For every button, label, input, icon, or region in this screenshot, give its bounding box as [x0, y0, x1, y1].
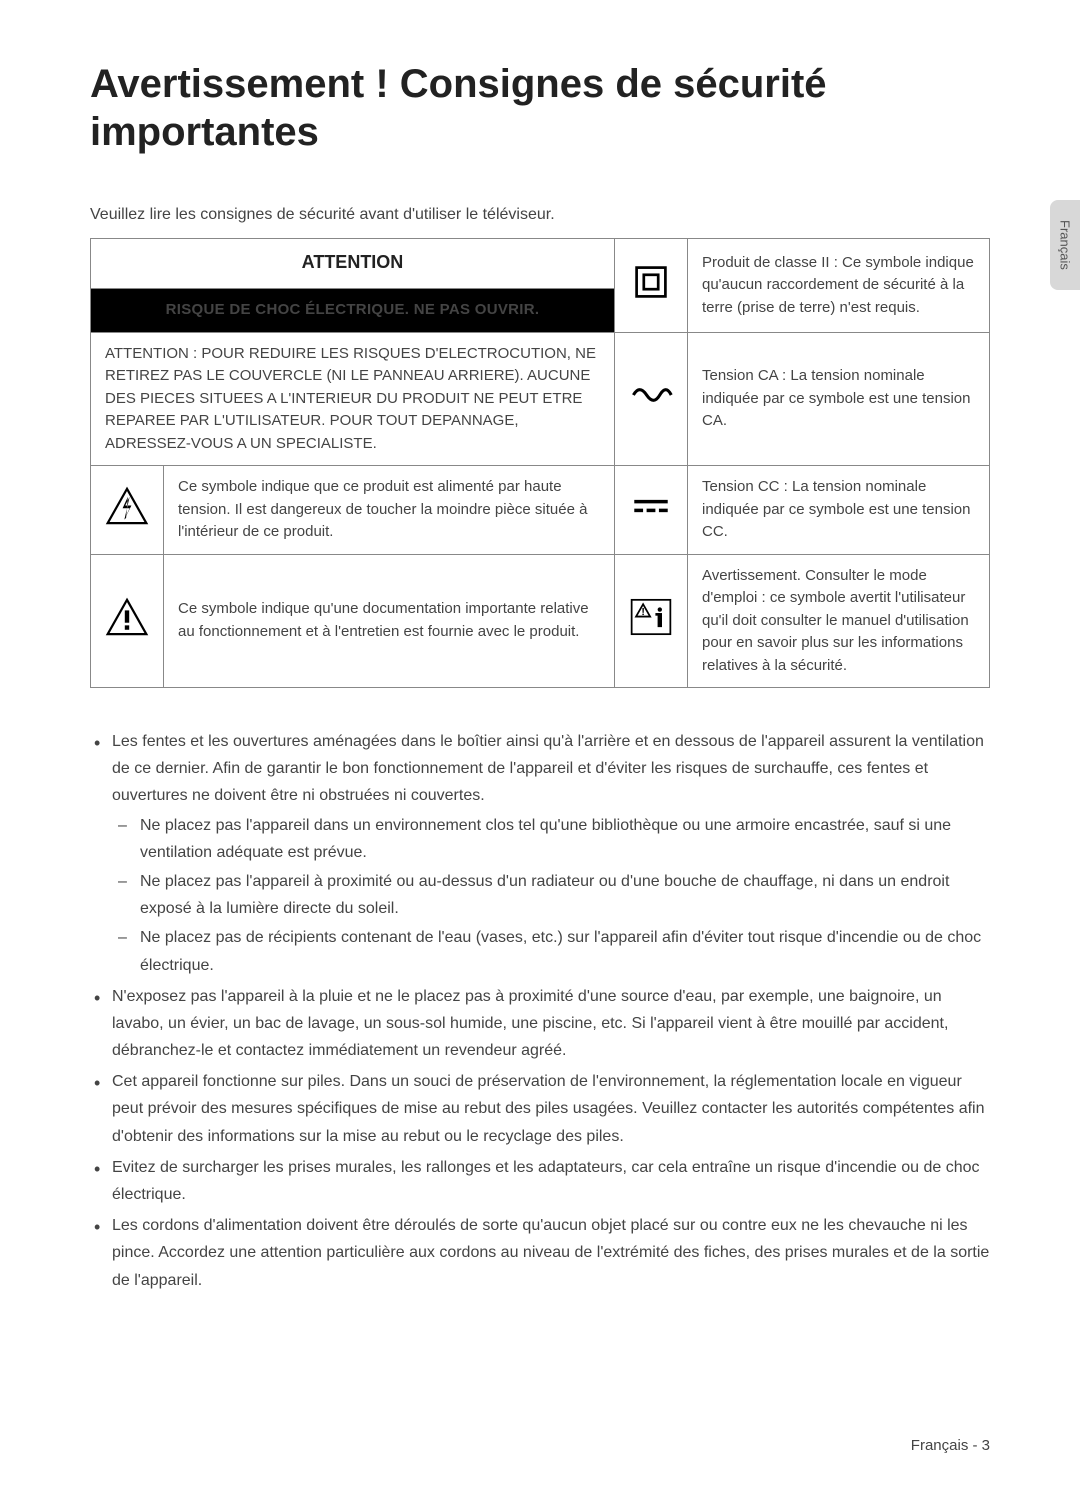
bullet-1-sub-1: Ne placez pas l'appareil dans un environ… [140, 812, 990, 866]
safety-bullet-list: Les fentes et les ouvertures aménagées d… [90, 728, 990, 1294]
bullet-1-sublist: Ne placez pas l'appareil dans un environ… [112, 812, 990, 979]
exclamation-triangle-icon [91, 554, 164, 688]
voltage-warning-text: Ce symbole indique que ce produit est al… [164, 466, 615, 555]
bullet-1-sub-3: Ne placez pas de récipients contenant de… [140, 924, 990, 978]
bullet-5: Les cordons d'alimentation doivent être … [112, 1212, 990, 1294]
bullet-1-text: Les fentes et les ouvertures aménagées d… [112, 733, 984, 804]
voltage-triangle-icon [91, 466, 164, 555]
language-tab-label: Français [1058, 220, 1073, 270]
dc-text: Tension CC : La tension nominale indiqué… [687, 466, 989, 555]
doc-text: Ce symbole indique qu'une documentation … [164, 554, 615, 688]
ac-icon [614, 332, 687, 466]
full-attention: ATTENTION : POUR REDUIRE LES RISQUES D'E… [91, 332, 615, 466]
language-tab: Français [1050, 200, 1080, 290]
bullet-1-sub-2: Ne placez pas l'appareil à proximité ou … [140, 868, 990, 922]
bullet-4: Evitez de surcharger les prises murales,… [112, 1154, 990, 1208]
ac-text: Tension CA : La tension nominale indiqué… [687, 332, 989, 466]
dc-icon [614, 466, 687, 555]
bullet-3: Cet appareil fonctionne sur piles. Dans … [112, 1068, 990, 1150]
class2-icon [614, 239, 687, 333]
manual-icon: ! [614, 554, 687, 688]
svg-text:!: ! [641, 606, 645, 618]
risk-bar: RISQUE DE CHOC ÉLECTRIQUE. NE PAS OUVRIR… [91, 289, 615, 333]
manual-text: Avertissement. Consulter le mode d'emplo… [687, 554, 989, 688]
page-footer: Français - 3 [911, 1437, 990, 1454]
bullet-2: N'exposez pas l'appareil à la pluie et n… [112, 983, 990, 1065]
page-title: Avertissement ! Consignes de sécurité im… [90, 60, 990, 156]
safety-table: ATTENTION Produit de classe II : Ce symb… [90, 238, 990, 688]
bullet-1: Les fentes et les ouvertures aménagées d… [112, 728, 990, 979]
class2-text: Produit de classe II : Ce symbole indiqu… [687, 239, 989, 333]
attention-header: ATTENTION [105, 249, 600, 284]
intro-text: Veuillez lire les consignes de sécurité … [90, 206, 990, 224]
